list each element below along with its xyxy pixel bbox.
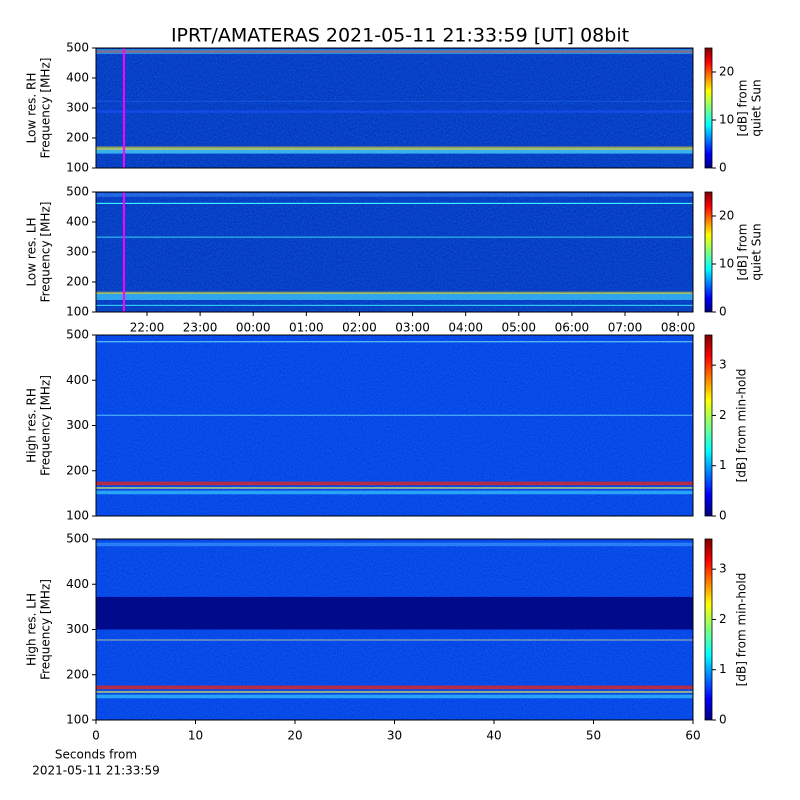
colorbar-tick-label: 10: [719, 257, 734, 271]
spectrogram-band: [96, 694, 693, 699]
y-tick-label: 300: [66, 418, 89, 432]
spectrogram-band: [96, 193, 693, 197]
y-tick-label: 300: [66, 622, 89, 636]
colorbar-tick-label: 20: [719, 209, 734, 223]
x-tick-label: 07:00: [608, 321, 643, 335]
y-tick-label: 200: [66, 667, 89, 681]
colorbar-tick-label: 0: [719, 161, 727, 175]
y-axis-label: High res. LH: [25, 593, 39, 666]
x-tick-label: 02:00: [342, 321, 377, 335]
y-tick-label: 200: [66, 131, 89, 145]
y-tick-label: 500: [66, 41, 89, 55]
y-axis-label: High res. RH: [25, 388, 39, 463]
x-tick-label: 08:00: [661, 321, 696, 335]
x-tick-label: 0: [92, 729, 100, 743]
spectrogram-band: [96, 110, 693, 113]
spectrogram-band: [96, 304, 693, 306]
chart-title: IPRT/AMATERAS 2021-05-11 21:33:59 [UT] 0…: [171, 25, 629, 47]
x-tick-label: 04:00: [448, 321, 483, 335]
x-tick-label: 01:00: [289, 321, 324, 335]
colorbar-tick-label: 0: [719, 713, 727, 727]
y-tick-label: 500: [66, 328, 89, 342]
y-axis-label: Frequency [MHz]: [39, 579, 53, 680]
y-tick-label: 100: [66, 713, 89, 727]
x-tick-label: 30: [387, 729, 402, 743]
colorbar-tick-label: 20: [719, 65, 734, 79]
colorbar-tick-label: 3: [719, 358, 727, 372]
spectrogram-band: [96, 685, 693, 690]
spectrogram-band: [96, 341, 693, 343]
colorbar-label: [dB] from min-hold: [735, 573, 749, 687]
y-tick-label: 500: [66, 185, 89, 199]
x-tick-label: 03:00: [395, 321, 430, 335]
spectrogram-band: [96, 414, 693, 416]
spectrogram-noise: [96, 335, 693, 516]
spectrogram-band: [96, 100, 693, 102]
colorbar-tick-label: 2: [719, 612, 727, 626]
colorbar-label: quiet Sun: [750, 223, 764, 280]
y-tick-label: 100: [66, 509, 89, 523]
colorbar: [704, 47, 713, 169]
x-tick-label: 20: [287, 729, 302, 743]
spectrogram-band: [96, 236, 693, 238]
colorbar-label: [dB] from min-hold: [735, 369, 749, 483]
colorbar-tick-label: 1: [719, 662, 727, 676]
colorbar: [704, 191, 713, 313]
spectrogram-band: [96, 481, 693, 486]
y-axis-label: Low res. LH: [25, 217, 39, 286]
x-tick-label: 00:00: [236, 321, 271, 335]
y-tick-label: 500: [66, 532, 89, 546]
spectrogram-band: [96, 202, 693, 204]
y-tick-label: 200: [66, 275, 89, 289]
colorbar-label: quiet Sun: [750, 79, 764, 136]
x-tick-label: 10: [188, 729, 203, 743]
spectrogram-band: [96, 50, 693, 53]
y-tick-label: 300: [66, 101, 89, 115]
y-axis-label: Low res. RH: [25, 73, 39, 144]
x-tick-label: 05:00: [501, 321, 536, 335]
y-tick-label: 100: [66, 161, 89, 175]
colorbar-tick-label: 3: [719, 562, 727, 576]
colorbar: [704, 334, 713, 517]
spectrogram-band: [96, 542, 693, 547]
spectrogram-band: [96, 292, 693, 300]
colorbar-tick-label: 0: [719, 509, 727, 523]
spectrogram-band: [96, 291, 693, 294]
colorbar-label: [dB] from: [736, 80, 750, 137]
colorbar: [704, 538, 713, 721]
spectrogram-band: [96, 490, 693, 495]
x-axis-label: 2021-05-11 21:33:59: [32, 764, 159, 778]
x-axis-label: Seconds from: [55, 748, 137, 762]
y-axis-label: Frequency [MHz]: [39, 202, 53, 303]
x-tick-label: 40: [486, 729, 501, 743]
x-tick-label: 50: [586, 729, 601, 743]
y-tick-label: 400: [66, 71, 89, 85]
colorbar-tick-label: 1: [719, 458, 727, 472]
spectrogram-band: [96, 639, 693, 641]
x-tick-label: 60: [685, 729, 700, 743]
y-axis-label: Frequency [MHz]: [39, 375, 53, 476]
y-tick-label: 300: [66, 245, 89, 259]
y-axis-label: Frequency [MHz]: [39, 58, 53, 159]
x-tick-label: 06:00: [555, 321, 590, 335]
colorbar-label: [dB] from: [736, 224, 750, 281]
spectrogram-band: [96, 691, 693, 693]
y-tick-label: 200: [66, 463, 89, 477]
x-tick-label: 23:00: [183, 321, 218, 335]
y-tick-label: 400: [66, 215, 89, 229]
y-tick-label: 400: [66, 577, 89, 591]
spectrogram-band: [96, 146, 693, 150]
spectrogram-band: [96, 147, 693, 154]
colorbar-tick-label: 2: [719, 408, 727, 422]
colorbar-tick-label: 10: [719, 113, 734, 127]
spectrogram-band: [96, 487, 693, 489]
x-tick-label: 22:00: [130, 321, 165, 335]
y-tick-label: 100: [66, 305, 89, 319]
spectrogram-band: [96, 49, 693, 54]
spectrogram-band: [96, 596, 693, 608]
colorbar-tick-label: 0: [719, 305, 727, 319]
y-tick-label: 400: [66, 373, 89, 387]
